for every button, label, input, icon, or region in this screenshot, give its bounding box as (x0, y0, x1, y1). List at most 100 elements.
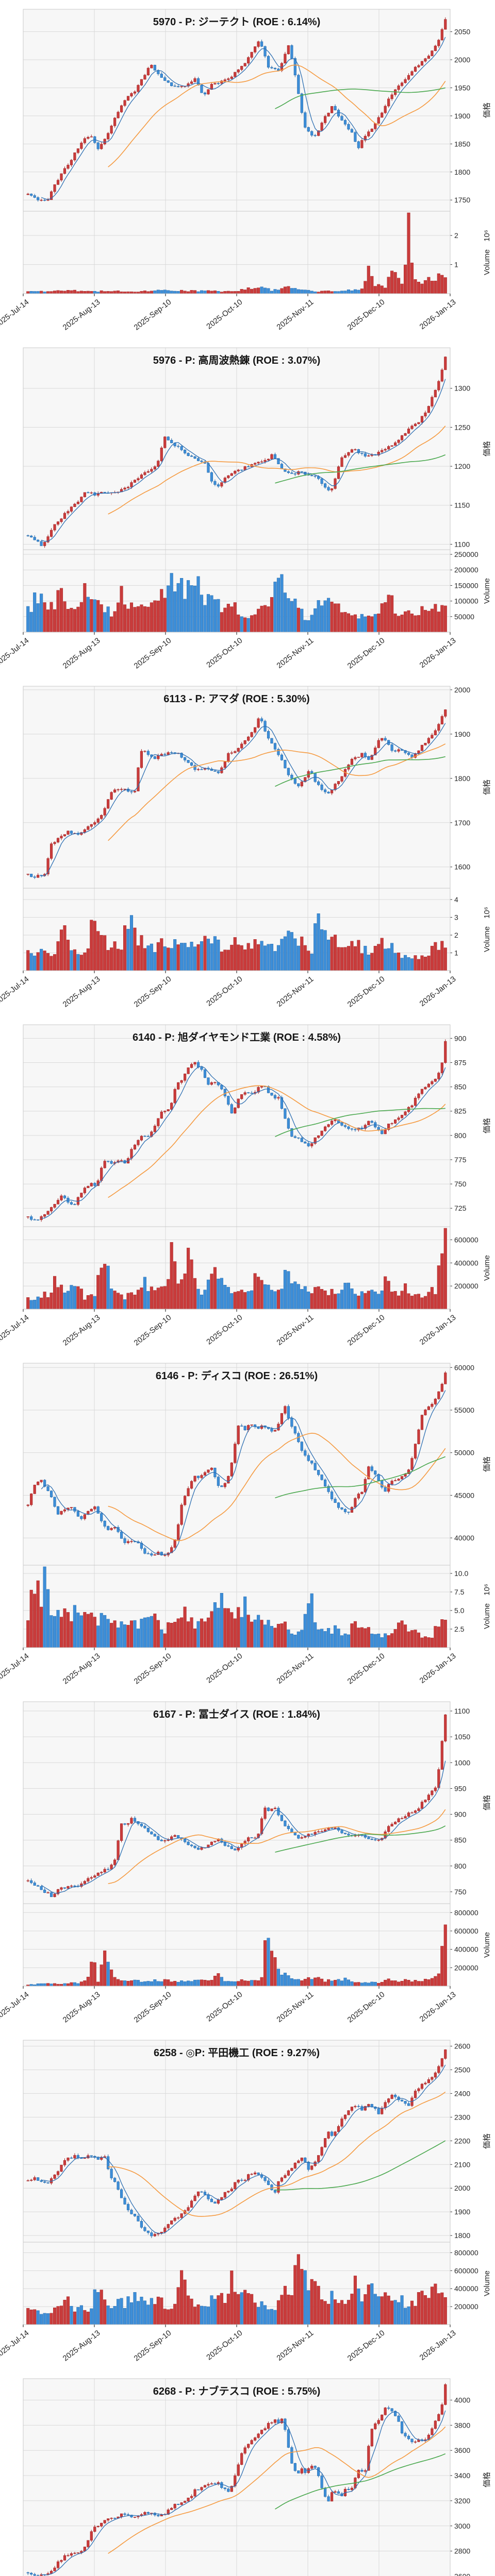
svg-text:200000: 200000 (454, 1282, 478, 1290)
svg-text:Volume: Volume (483, 2270, 491, 2296)
svg-text:725: 725 (454, 1204, 467, 1212)
svg-text:2025-Dec-10: 2025-Dec-10 (346, 975, 387, 1009)
svg-text:1200: 1200 (454, 462, 470, 470)
candlestick-volume-chart: 1600 1700 1800 1900 2000 1 2 3 4 2025-Jul-14 2025-… (0, 686, 491, 1009)
svg-text:3200: 3200 (454, 2497, 470, 2505)
svg-text:Volume: Volume (483, 578, 491, 604)
svg-text:2025-Sep-10: 2025-Sep-10 (133, 636, 173, 671)
stock-chart-block-6113: 1600 1700 1800 1900 2000 1 2 3 4 2025-Jul-14 2025-… (0, 677, 495, 1015)
svg-text:1250: 1250 (454, 423, 470, 431)
svg-text:2025-Nov-11: 2025-Nov-11 (275, 1990, 316, 2024)
svg-text:2: 2 (454, 231, 458, 240)
svg-text:Volume 10⁶: Volume 10⁶ (483, 230, 491, 275)
svg-text:2025-Nov-11: 2025-Nov-11 (275, 1313, 316, 1347)
svg-text:800: 800 (454, 1131, 467, 1140)
svg-text:2: 2 (454, 931, 458, 939)
svg-text:1: 1 (454, 261, 458, 269)
svg-text:2025-Nov-11: 2025-Nov-11 (275, 298, 316, 332)
svg-text:2025-Dec-10: 2025-Dec-10 (346, 1990, 387, 2025)
candlestick-volume-chart: 725 750 775 800 825 850 875 900 200000 400000 6000… (0, 1024, 491, 1348)
svg-text:1: 1 (454, 948, 458, 957)
svg-text:2025-Aug-13: 2025-Aug-13 (61, 975, 102, 1009)
stock-chart-block-5970: 1750 1800 1850 1900 1950 2000 2050 1 2 2025-Jul-1… (0, 0, 495, 338)
svg-text:800000: 800000 (454, 1908, 478, 1917)
svg-text:2025-Dec-10: 2025-Dec-10 (346, 1652, 387, 1686)
svg-text:Volume 10⁶: Volume 10⁶ (483, 907, 491, 952)
candlestick-volume-chart: 260028003000320034003600380040001232025-… (23, 2378, 491, 2576)
svg-text:7.5: 7.5 (454, 1588, 465, 1596)
svg-text:2025-Sep-10: 2025-Sep-10 (133, 298, 173, 332)
svg-text:1900: 1900 (454, 112, 470, 120)
svg-text:2025-Aug-13: 2025-Aug-13 (61, 1990, 102, 2025)
svg-text:価格: 価格 (483, 2133, 491, 2149)
svg-text:1600: 1600 (454, 863, 470, 871)
svg-text:2025-Oct-10: 2025-Oct-10 (205, 1652, 244, 1685)
svg-text:1900: 1900 (454, 730, 470, 738)
svg-text:価格: 価格 (483, 1456, 491, 1472)
svg-text:1150: 1150 (454, 501, 470, 510)
svg-text:250000: 250000 (454, 550, 478, 558)
svg-text:150000: 150000 (454, 581, 478, 589)
svg-text:2200: 2200 (454, 2137, 470, 2145)
svg-text:2025-Sep-10: 2025-Sep-10 (133, 2329, 173, 2363)
svg-text:2800: 2800 (454, 2547, 470, 2555)
svg-text:価格: 価格 (483, 1795, 491, 1810)
svg-text:750: 750 (454, 1180, 467, 1188)
svg-text:900: 900 (454, 1810, 467, 1819)
svg-text:2025-Oct-10: 2025-Oct-10 (205, 975, 244, 1008)
svg-text:2025-Sep-10: 2025-Sep-10 (133, 1990, 173, 2025)
svg-text:200000: 200000 (454, 1963, 478, 1972)
svg-text:200000: 200000 (454, 566, 478, 574)
chart-title: 6113 - P: アマダ (ROE : 5.30%) (163, 693, 310, 705)
stock-chart-block-6258: 1800 1900 2000 2100 2200 2300 2400 2500 2600 2000… (0, 2031, 495, 2369)
svg-text:2025-Jul-14: 2025-Jul-14 (0, 636, 30, 668)
svg-text:2025-Dec-10: 2025-Dec-10 (346, 1313, 387, 1348)
svg-text:2026-Jan-13: 2026-Jan-13 (418, 2329, 458, 2362)
svg-text:2025-Oct-10: 2025-Oct-10 (205, 1313, 244, 1347)
svg-text:2026-Jan-13: 2026-Jan-13 (418, 975, 458, 1008)
svg-text:600000: 600000 (454, 1927, 478, 1935)
stock-chart-block-6167: 750 800 850 900 950 1000 1050 1100 200000 400000 6… (0, 1692, 495, 2031)
svg-text:850: 850 (454, 1083, 467, 1091)
svg-text:875: 875 (454, 1059, 467, 1067)
svg-text:4000: 4000 (454, 2396, 470, 2404)
chart-title: 6140 - P: 旭ダイヤモンド工業 (ROE : 4.58%) (133, 1032, 341, 1043)
svg-text:価格: 価格 (483, 103, 491, 118)
svg-text:Volume 10⁶: Volume 10⁶ (483, 1584, 491, 1629)
svg-text:825: 825 (454, 1107, 467, 1115)
candlestick-volume-chart: 750 800 850 900 950 1000 1050 1100 200000 400000 6… (0, 1701, 491, 2025)
svg-text:1800: 1800 (454, 774, 470, 783)
svg-text:2025-Aug-13: 2025-Aug-13 (61, 636, 102, 671)
svg-text:1300: 1300 (454, 384, 470, 393)
svg-text:1050: 1050 (454, 1733, 470, 1741)
svg-text:2050: 2050 (454, 28, 470, 36)
chart-title: 6258 - ◎P: 平田機工 (ROE : 9.27%) (154, 2047, 320, 2059)
svg-text:2600: 2600 (454, 2572, 470, 2576)
svg-text:2026-Jan-13: 2026-Jan-13 (418, 298, 458, 331)
candlestick-volume-chart: 40000 45000 50000 55000 60000 2.5 5.0 7.5 10.0 20… (0, 1363, 491, 1686)
svg-text:2025-Sep-10: 2025-Sep-10 (133, 1313, 173, 1348)
svg-text:2000: 2000 (454, 56, 470, 64)
svg-text:2025-Dec-10: 2025-Dec-10 (346, 636, 387, 671)
svg-text:3000: 3000 (454, 2522, 470, 2530)
svg-text:価格: 価格 (483, 2472, 491, 2487)
svg-text:2025-Nov-11: 2025-Nov-11 (275, 636, 316, 670)
chart-title: 5976 - P: 高周波熱錬 (ROE : 3.07%) (153, 355, 321, 366)
svg-text:2025-Aug-13: 2025-Aug-13 (61, 2329, 102, 2363)
svg-text:1800: 1800 (454, 2231, 470, 2240)
svg-text:60000: 60000 (454, 1363, 474, 1371)
svg-text:2025-Oct-10: 2025-Oct-10 (205, 636, 244, 670)
svg-text:800000: 800000 (454, 2248, 478, 2257)
svg-text:2025-Nov-11: 2025-Nov-11 (275, 1652, 316, 1686)
svg-text:3800: 3800 (454, 2421, 470, 2429)
svg-text:2025-Nov-11: 2025-Nov-11 (275, 2329, 316, 2363)
svg-text:900: 900 (454, 1034, 467, 1042)
svg-text:2025-Sep-10: 2025-Sep-10 (133, 1652, 173, 1686)
candlestick-volume-chart: 1800 1900 2000 2100 2200 2300 2400 2500 2600 2000… (0, 2040, 491, 2363)
svg-text:価格: 価格 (483, 779, 491, 795)
svg-text:1800: 1800 (454, 168, 470, 176)
svg-text:3600: 3600 (454, 2446, 470, 2454)
svg-text:775: 775 (454, 1156, 467, 1164)
svg-text:5.0: 5.0 (454, 1606, 465, 1615)
svg-text:2600: 2600 (454, 2042, 470, 2050)
